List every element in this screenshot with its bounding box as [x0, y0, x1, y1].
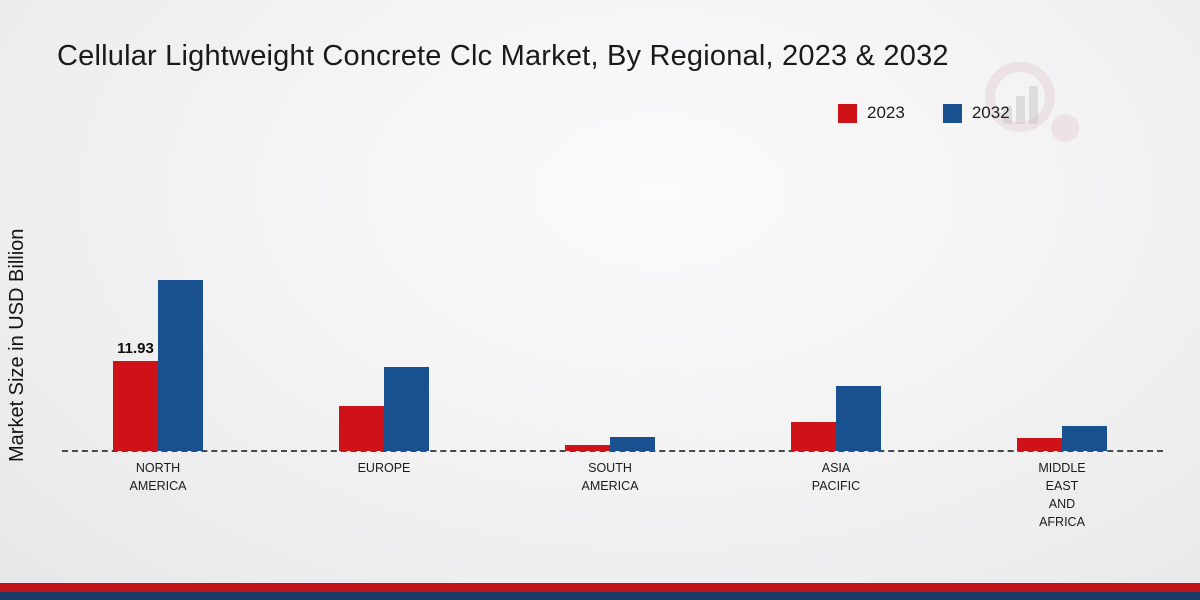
bars-pair [565, 437, 655, 451]
footer-stripe-navy [0, 592, 1200, 600]
bars-pair [1017, 426, 1107, 451]
bar-2032-north-america [158, 280, 203, 451]
legend-item-2032: 2032 [942, 103, 1010, 123]
bar-2032-europe [384, 367, 429, 451]
watermark-bar [1003, 106, 1012, 124]
legend-swatch-2032 [942, 103, 962, 123]
bar-2032-south-america [610, 437, 655, 451]
bar-group-asia-pacific: ASIA PACIFIC [723, 120, 949, 493]
watermark-dot [1051, 114, 1079, 142]
bar-group-north-america: 11.93 NORTH AMERICA [45, 120, 271, 493]
legend-label-2032: 2032 [971, 103, 1010, 122]
footer-stripe-red [0, 583, 1200, 592]
category-label: SOUTH AMERICA [581, 461, 639, 494]
bar-value-label: 11.93 [117, 340, 154, 357]
category-label: ASIA PACIFIC [811, 461, 861, 494]
bar-2023-europe [339, 406, 384, 451]
bars-pair [113, 280, 203, 451]
watermark-bar [1029, 86, 1038, 124]
legend-label-2023: 2023 [867, 103, 905, 122]
bar-2032-asia-pacific [836, 386, 881, 451]
category-label: EUROPE [357, 461, 411, 475]
category-label: MIDDLE EAST AND AFRICA [1038, 461, 1086, 530]
chart-title: Cellular Lightweight Concrete Clc Market… [57, 40, 949, 72]
bars-pair [339, 367, 429, 451]
legend-item-2023: 2023 [838, 103, 905, 123]
watermark-bar [1016, 96, 1025, 124]
y-axis-label: Market Size in USD Billion [6, 228, 28, 462]
category-label: NORTH AMERICA [129, 461, 187, 494]
legend: 2023 2032 [838, 103, 1010, 123]
bar-group-europe: EUROPE [271, 120, 497, 475]
bars-pair [791, 386, 881, 451]
legend-swatch-2023 [838, 103, 857, 123]
bar-group-south-america: SOUTH AMERICA [497, 120, 723, 493]
plot-area: 11.93 NORTH AMERICA EUROPE SOUTH AMERICA ASIA P… [45, 120, 1175, 529]
watermark-logo [975, 62, 1090, 152]
bar-2023-middle-east-and-africa [1017, 438, 1062, 451]
x-axis-baseline [62, 450, 1163, 452]
bar-2023-asia-pacific [791, 422, 836, 451]
bar-2023-north-america [113, 361, 158, 451]
bar-group-middle-east-and-africa: MIDDLE EAST AND AFRICA [949, 120, 1175, 529]
bar-2032-middle-east-and-africa [1062, 426, 1107, 451]
bar-2023-south-america [565, 445, 610, 451]
watermark-ring [985, 62, 1055, 132]
